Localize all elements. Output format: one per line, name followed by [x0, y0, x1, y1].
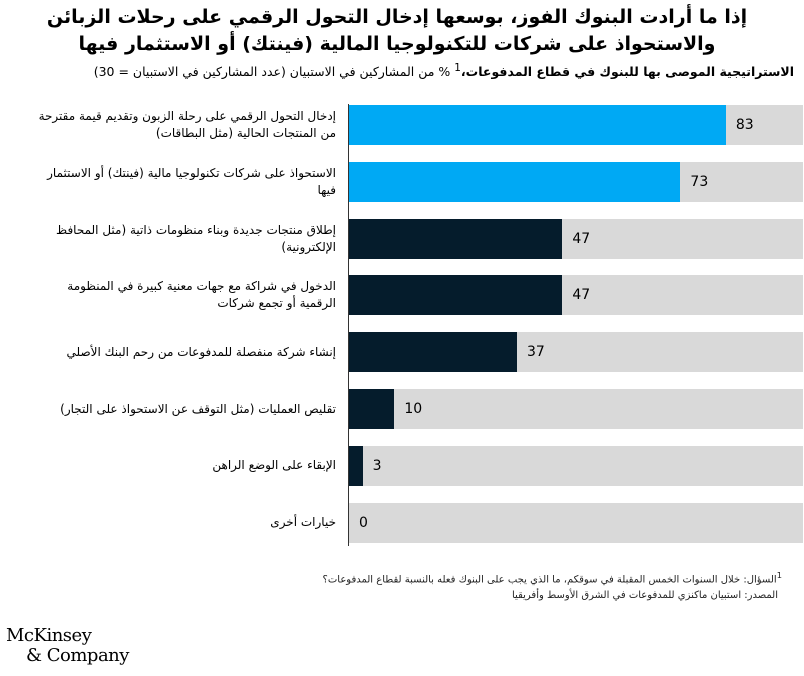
footnote-mark: 1 — [776, 570, 782, 580]
bar-track: 37 — [349, 332, 803, 373]
bar-row: إنشاء شركة منفصلة للمدفوعات من رحم البنك… — [0, 332, 804, 373]
source-note: المصدر: استبيان ماكنزي للمدفوعات في الشر… — [512, 590, 778, 601]
chart-title: إذا ما أرادت البنوك الفوز، بوسعها إدخال … — [46, 6, 748, 55]
bar-row: إطلاق منتجات جديدة وبناء منظومات ذاتية (… — [0, 218, 804, 259]
category-label: إدخال التحول الرقمي على رحلة الزبون وتقد… — [38, 109, 336, 140]
category-label: إطلاق منتجات جديدة وبناء منظومات ذاتية (… — [56, 222, 336, 254]
bar — [349, 389, 395, 429]
category-label: الاستحواذ على شركات تكنولوجيا مالية (فين… — [47, 165, 336, 197]
bar-row: تقليص العمليات (مثل التوقف عن الاستحواذ … — [0, 389, 804, 429]
bar-track: 47 — [349, 275, 803, 316]
data-label: 10 — [404, 401, 423, 417]
zero-axis-line — [348, 104, 349, 546]
bar — [349, 445, 363, 486]
bar-track: 3 — [349, 445, 803, 486]
bar — [349, 275, 563, 316]
data-label: 73 — [690, 173, 709, 190]
chart-subtitle: الاستراتيجية الموصى بها للبنوك في قطاع ا… — [0, 62, 794, 79]
bar-track: 83 — [349, 105, 803, 145]
data-label: 3 — [372, 457, 382, 474]
bar-row: إدخال التحول الرقمي على رحلة الزبون وتقد… — [0, 105, 804, 145]
bar — [349, 332, 517, 373]
bar-track: 47 — [349, 218, 803, 259]
category-label: تقليص العمليات (مثل التوقف عن الاستحواذ … — [60, 401, 336, 416]
bar — [349, 218, 563, 259]
category-label: الإبقاء على الوضع الراهن — [212, 458, 336, 473]
bar — [349, 105, 726, 145]
logo-line2: & Company — [26, 645, 129, 666]
logo-line1: McKinsey — [6, 625, 92, 646]
bar-track: 0 — [349, 502, 803, 543]
mckinsey-logo: McKinsey & Company — [6, 626, 129, 666]
category-label: الدخول في شراكة مع جهات معنية كبيرة في ا… — [67, 279, 336, 311]
subtitle-rest: % من المشاركين في الاستبيان (عدد المشارك… — [93, 64, 451, 80]
bar-row: خيارات أخرى 0 — [0, 502, 804, 543]
data-label: 0 — [359, 514, 368, 531]
bar-track: 73 — [349, 161, 803, 202]
bar-row: الدخول في شراكة مع جهات معنية كبيرة في ا… — [0, 275, 804, 316]
subtitle-bold: الاستراتيجية الموصى بها للبنوك في قطاع ا… — [460, 64, 794, 80]
data-label: 47 — [572, 287, 591, 304]
data-label: 37 — [526, 344, 545, 361]
subtitle-footnote-mark: 1 — [454, 62, 461, 74]
category-label: خيارات أخرى — [270, 515, 336, 530]
data-label: 47 — [572, 230, 591, 247]
bar-row: الاستحواذ على شركات تكنولوجيا مالية (فين… — [0, 161, 804, 202]
category-label: إنشاء شركة منفصلة للمدفوعات من رحم البنك… — [66, 344, 337, 359]
data-label: 83 — [735, 117, 754, 133]
bar-row: الإبقاء على الوضع الراهن 3 — [0, 445, 804, 486]
bar — [349, 161, 681, 202]
footnote-text: السؤال: خلال السنوات الخمس المقبلة في سو… — [322, 574, 777, 586]
footnote: 1السؤال: خلال السنوات الخمس المقبلة في س… — [323, 570, 782, 585]
bar-track: 10 — [349, 389, 803, 429]
